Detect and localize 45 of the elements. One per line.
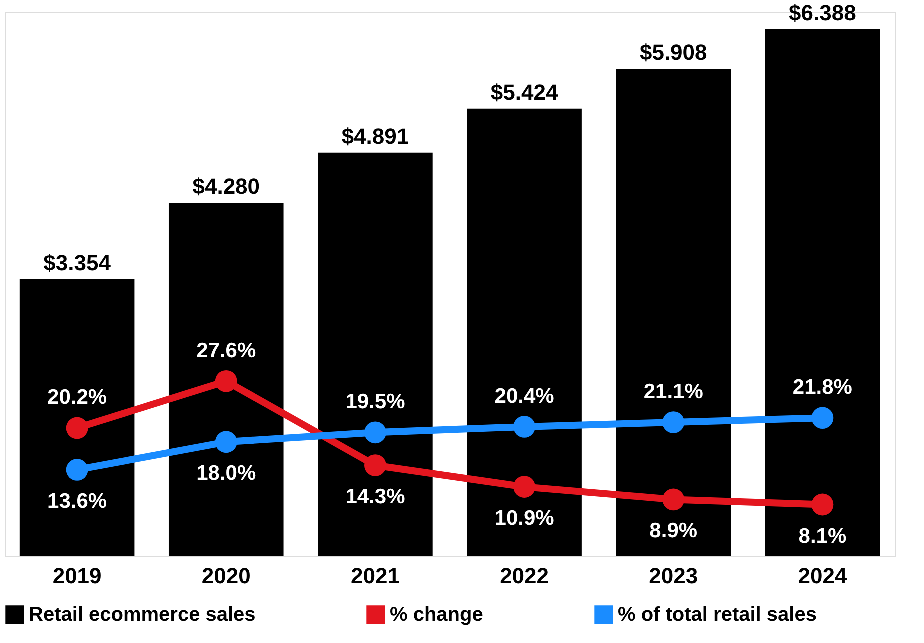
data-label: 18.0% <box>196 462 256 486</box>
data-label: 21.8% <box>792 376 853 400</box>
x-tick-label: 2021 <box>350 564 400 588</box>
point <box>662 412 685 434</box>
point <box>66 417 88 440</box>
x-tick-label: 2024 <box>798 564 848 588</box>
data-label: 8.1% <box>798 524 847 548</box>
data-label: 19.5% <box>346 390 406 414</box>
point <box>215 370 238 392</box>
point <box>812 494 834 516</box>
data-label: $5.908 <box>640 40 708 66</box>
data-label: $4.280 <box>192 174 260 200</box>
data-label: $4.891 <box>342 124 410 149</box>
data-label: 10.9% <box>494 507 555 530</box>
legend-label: % of total retail sales <box>618 604 817 626</box>
point <box>514 416 536 438</box>
bar <box>765 29 880 556</box>
legend-label: Retail ecommerce sales <box>29 604 256 626</box>
data-label: $6.388 <box>789 0 856 26</box>
data-label: $3.354 <box>44 250 112 276</box>
bar <box>168 203 284 556</box>
point <box>364 422 386 444</box>
data-label: 21.1% <box>644 380 704 404</box>
point <box>215 431 238 454</box>
data-label: 20.4% <box>494 384 555 408</box>
x-tick-label: 2019 <box>52 564 102 588</box>
data-label: 14.3% <box>346 486 406 509</box>
data-label: 20.2% <box>48 386 108 410</box>
x-tick-label: 2023 <box>649 564 698 588</box>
point <box>812 407 834 430</box>
bar <box>318 152 433 556</box>
x-tick-label: 2022 <box>500 564 550 588</box>
bar <box>616 69 732 556</box>
x-tick-label: 2020 <box>202 564 251 588</box>
legend-label: % change <box>390 604 484 626</box>
data-label: 8.9% <box>650 520 698 543</box>
bar <box>20 280 135 556</box>
point <box>66 459 88 481</box>
point <box>364 454 386 476</box>
data-label: $5.424 <box>490 80 559 105</box>
data-label: 27.6% <box>196 339 256 362</box>
point <box>514 476 536 498</box>
bar <box>467 108 582 556</box>
point <box>662 488 685 511</box>
data-label: 13.6% <box>48 490 108 513</box>
